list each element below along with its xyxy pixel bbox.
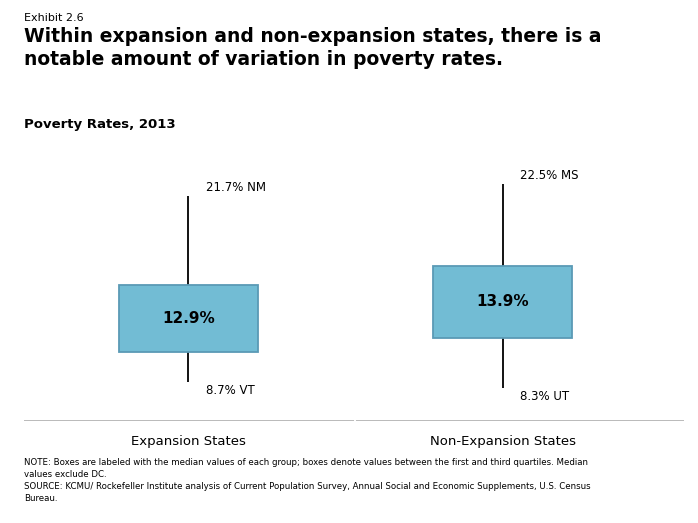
Text: 13.9%: 13.9% [476,294,529,310]
Text: 21.7% NM: 21.7% NM [206,180,266,194]
Text: 8.7% VT: 8.7% VT [206,384,255,397]
Text: Expansion States: Expansion States [131,435,246,448]
Text: Non-Expansion States: Non-Expansion States [429,435,576,448]
Text: Exhibit 2.6: Exhibit 2.6 [24,13,84,23]
Text: 22.5% MS: 22.5% MS [520,169,579,182]
Text: 8.3% UT: 8.3% UT [520,390,569,403]
Text: Poverty Rates, 2013: Poverty Rates, 2013 [24,118,176,131]
Text: FAMILY: FAMILY [616,494,658,504]
Text: THE HENRY J.: THE HENRY J. [617,472,657,477]
Text: FOUNDATION: FOUNDATION [616,508,658,513]
Text: Within expansion and non-expansion states, there is a
notable amount of variatio: Within expansion and non-expansion state… [24,27,602,69]
Text: KAISER: KAISER [616,483,658,493]
Bar [433,266,572,338]
Text: NOTE: Boxes are labeled with the median values of each group; boxes denote value: NOTE: Boxes are labeled with the median … [24,458,591,503]
Text: 12.9%: 12.9% [162,311,215,326]
Bar [119,285,258,352]
